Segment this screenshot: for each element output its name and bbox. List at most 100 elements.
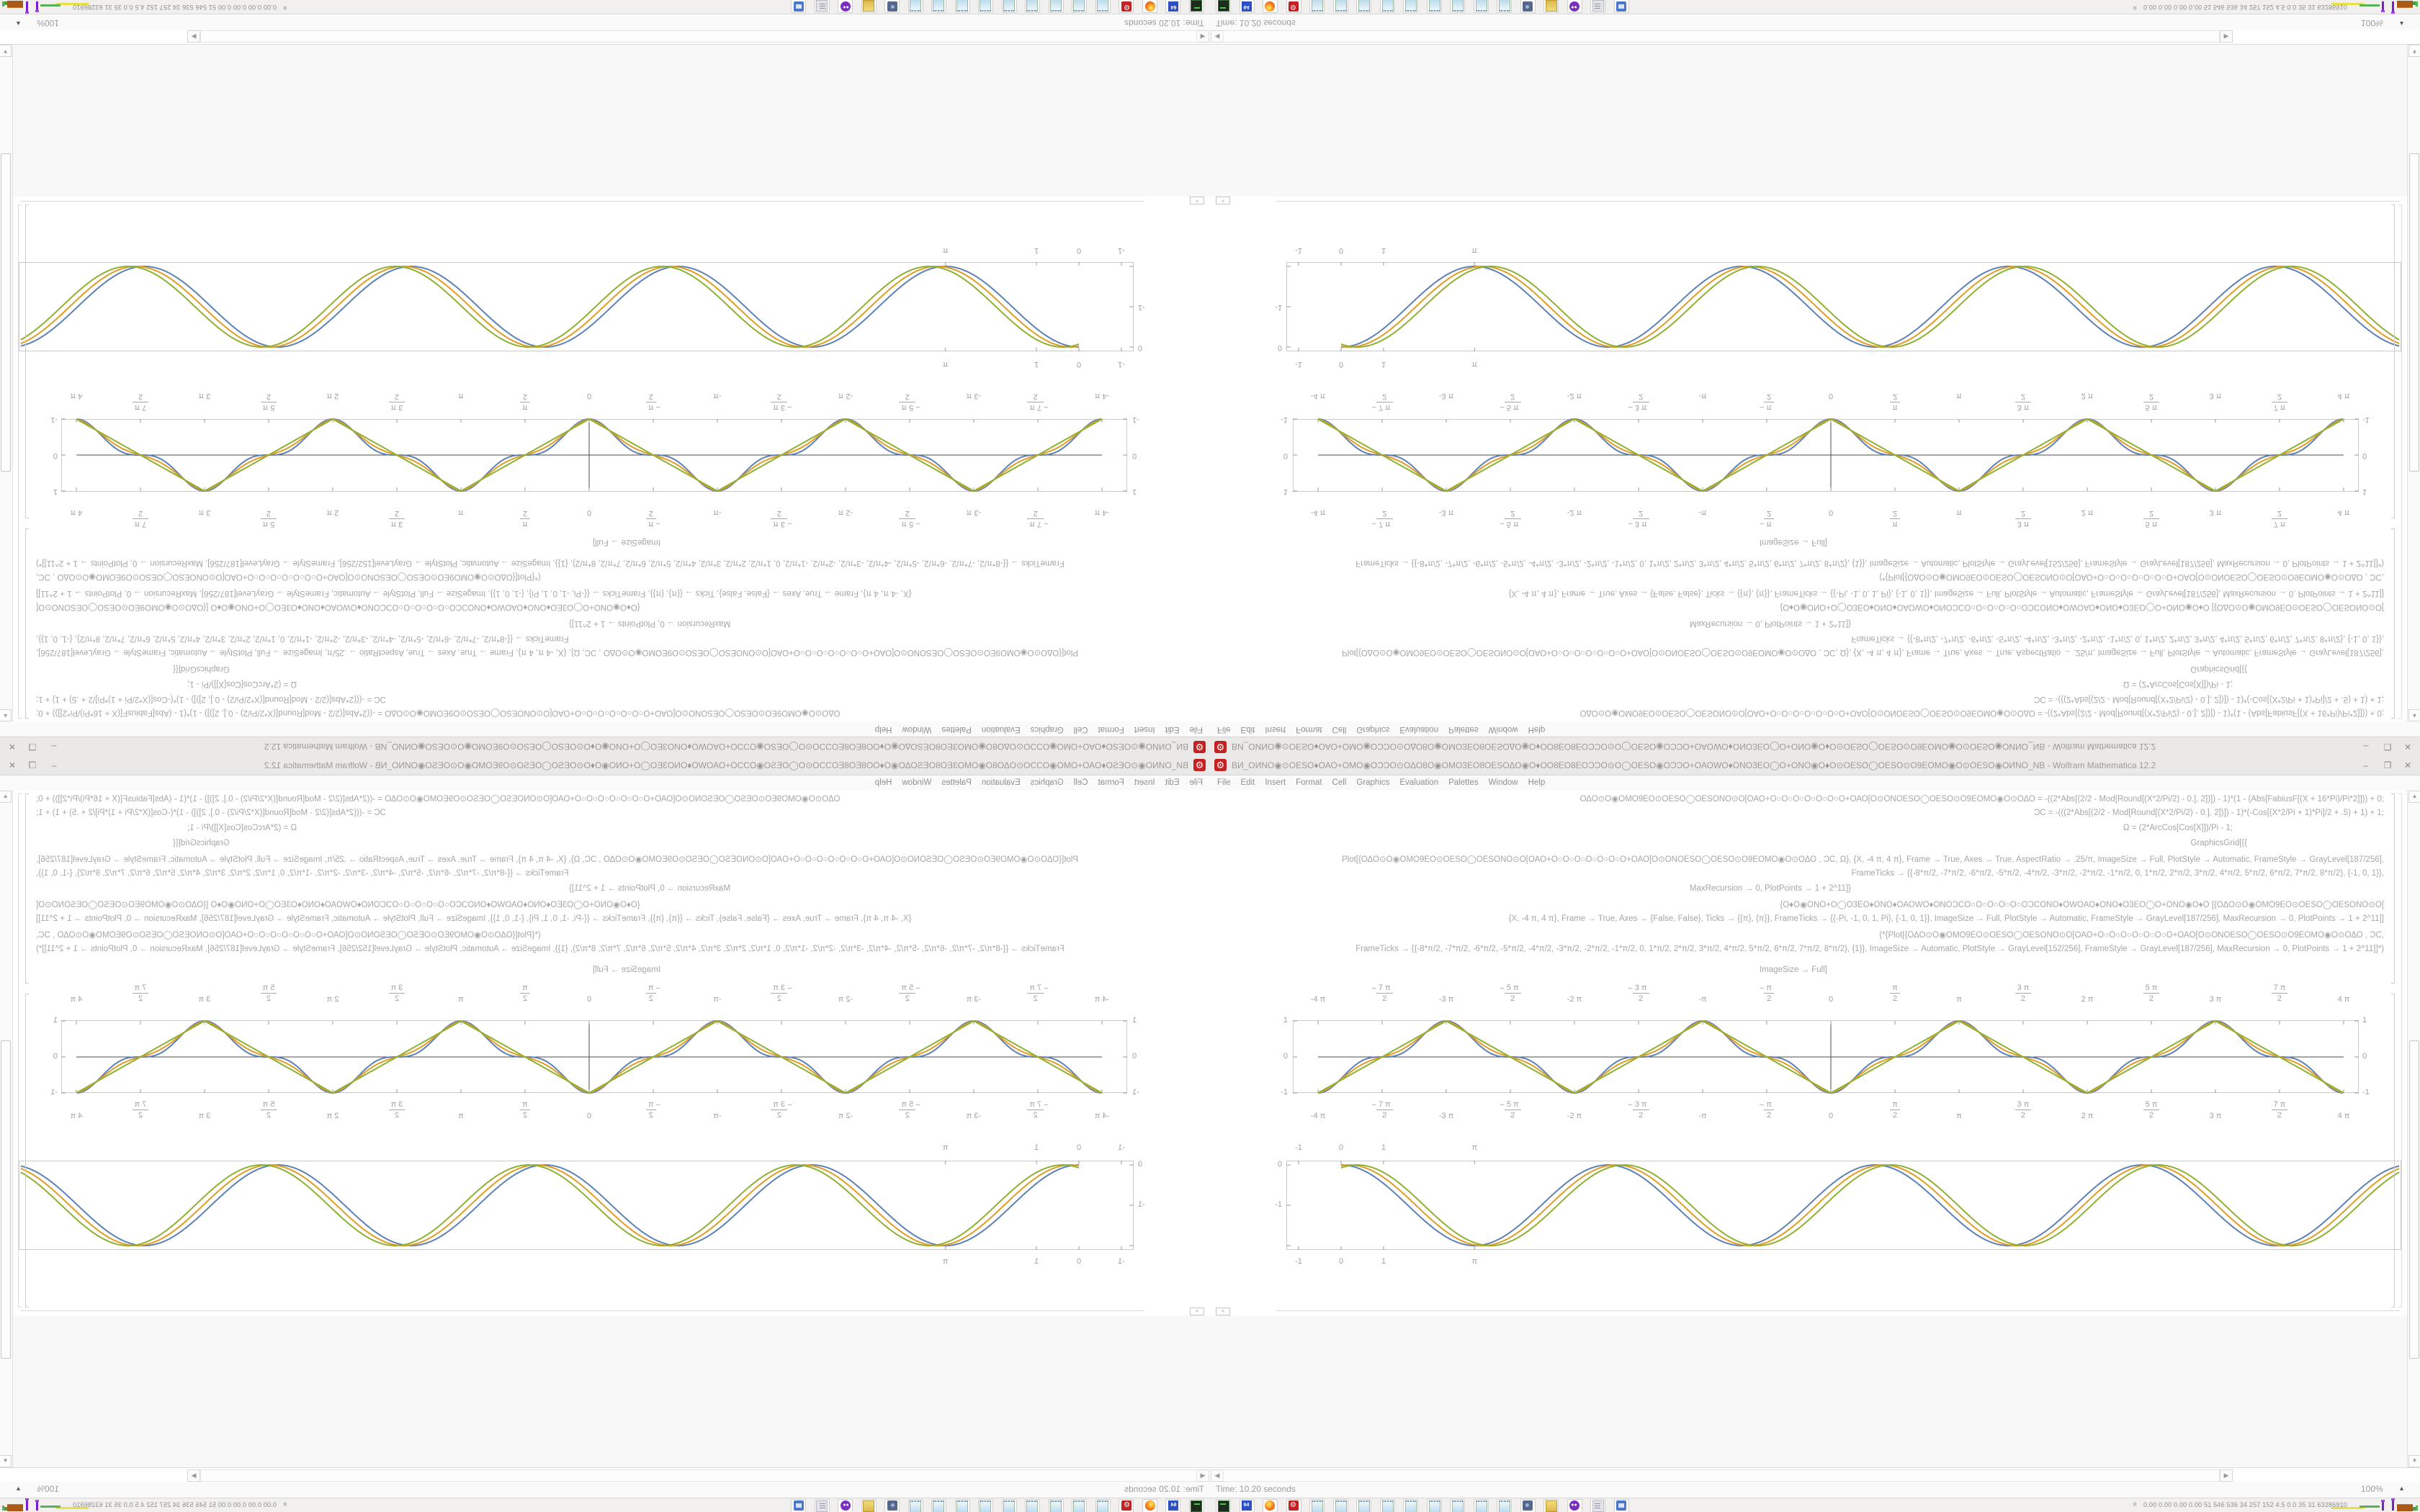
purple-mask-icon[interactable]: ●● [838,0,853,13]
menu-palettes[interactable]: Palettes [941,725,972,734]
notebook-icon[interactable] [1309,0,1325,13]
terminal-icon[interactable] [1189,1499,1204,1512]
scroll-down-arrow-icon[interactable]: ▼ [0,1455,12,1467]
menu-cell[interactable]: Cell [1332,778,1347,787]
cell-bracket-group[interactable] [18,204,22,719]
vertical-scrollbar-thumb[interactable] [2409,1040,2419,1359]
cell-insert-plus[interactable]: + [1216,197,1230,204]
notebook-icon[interactable] [908,1499,923,1512]
menu-window[interactable]: Window [902,725,932,734]
cell-bracket-output[interactable] [25,994,29,1308]
firefox-icon[interactable] [1263,1499,1278,1512]
firefox-icon[interactable] [1142,1499,1157,1512]
notebook-icon[interactable] [1426,1499,1442,1512]
scroll-left-arrow-icon[interactable]: ◀ [1196,1470,1209,1482]
notebook-icon[interactable] [955,1499,970,1512]
close-button[interactable]: ✕ [8,760,17,770]
vertical-scrollbar[interactable]: ▲ ▼ [2407,45,2420,721]
menu-cell[interactable]: Cell [1073,778,1088,787]
scroll-right-arrow-icon[interactable]: ▶ [187,1470,200,1482]
display-capture-icon[interactable] [1520,0,1536,13]
cell-bracket-code[interactable] [25,793,29,984]
notebook-icon[interactable] [1403,0,1418,13]
taskbar-overflow-chevron-icon[interactable]: « [280,5,290,11]
menu-cell[interactable]: Cell [1073,725,1088,734]
blue-window-icon[interactable] [791,1499,807,1512]
script-scroll-icon[interactable] [815,0,830,13]
terminal-icon[interactable] [1216,0,1231,13]
mathematica-gear-icon[interactable]: ⚙ [1119,0,1134,13]
vertical-scrollbar-thumb[interactable] [1,153,11,472]
notebook-icon[interactable] [1049,0,1064,13]
notebook-icon[interactable] [1072,1499,1088,1512]
restore-button[interactable]: ❐ [28,760,37,770]
menu-format[interactable]: Format [1098,725,1124,734]
cell-bracket-code[interactable] [2391,793,2395,984]
menu-help[interactable]: Help [1528,725,1546,734]
notebook-icon[interactable] [1379,0,1395,13]
folder-icon[interactable] [861,1499,877,1512]
display-capture-icon[interactable] [1520,1499,1536,1512]
display-capture-icon[interactable] [884,1499,900,1512]
scroll-left-arrow-icon[interactable]: ◀ [1211,30,1224,42]
menu-edit[interactable]: Edit [1165,725,1180,734]
notebook-icon[interactable] [1332,0,1348,13]
menu-format[interactable]: Format [1098,778,1124,787]
menu-evaluation[interactable]: Evaluation [981,778,1021,787]
cell-insert-plus[interactable]: + [1190,1308,1204,1315]
menu-graphics[interactable]: Graphics [1356,778,1390,787]
scroll-right-arrow-icon[interactable]: ▶ [2220,1470,2233,1482]
horizontal-scrollbar-track[interactable] [200,1470,1197,1482]
mathematica-gear-icon[interactable]: ⚙ [1119,1499,1134,1512]
notebook-icon[interactable] [1497,1499,1512,1512]
magnification-menu[interactable]: 100% [2361,1484,2383,1494]
notebook-icon[interactable] [931,0,947,13]
display-capture-icon[interactable] [884,0,900,13]
menu-format[interactable]: Format [1296,725,1322,734]
menu-cell[interactable]: Cell [1332,725,1347,734]
notebook-icon[interactable] [1025,0,1041,13]
notebook-icon[interactable] [1072,0,1088,13]
notebook-icon[interactable] [931,1499,947,1512]
minimize-button[interactable]: – [51,760,57,770]
floppy-64-icon[interactable]: 64 [1165,0,1181,13]
notebook-icon[interactable] [1379,1499,1395,1512]
scroll-down-arrow-icon[interactable]: ▼ [2408,45,2420,57]
menu-graphics[interactable]: Graphics [1030,778,1064,787]
scroll-up-arrow-icon[interactable]: ▲ [2408,791,2420,803]
restore-button[interactable]: ❐ [2383,760,2392,770]
magnification-arrow-icon[interactable]: ▴ [2400,19,2404,27]
menu-format[interactable]: Format [1296,778,1322,787]
scroll-down-arrow-icon[interactable]: ▼ [2408,1455,2420,1467]
scroll-up-arrow-icon[interactable]: ▲ [2408,709,2420,721]
restore-button[interactable]: ❐ [2383,742,2392,752]
menu-help[interactable]: Help [874,778,892,787]
menu-insert[interactable]: Insert [1134,725,1155,734]
mathematica-gear-icon[interactable]: ⚙ [1286,0,1301,13]
cell-bracket-group[interactable] [18,793,22,1308]
menu-graphics[interactable]: Graphics [1356,725,1390,734]
scroll-up-arrow-icon[interactable]: ▲ [0,709,12,721]
notebook-icon[interactable] [978,1499,994,1512]
notebook-icon[interactable] [1426,0,1442,13]
horizontal-scrollbar-track[interactable] [1223,1470,2220,1482]
close-button[interactable]: ✕ [8,742,17,752]
purple-mask-icon[interactable]: ●● [1567,0,1582,13]
scroll-right-arrow-icon[interactable]: ▶ [187,30,200,42]
purple-mask-icon[interactable]: ●● [1567,1499,1582,1512]
magnification-menu[interactable]: 100% [37,18,59,28]
blue-window-icon[interactable] [791,0,807,13]
firefox-icon[interactable] [1263,0,1278,13]
taskbar-overflow-chevron-icon[interactable]: « [280,1501,290,1507]
cell-bracket-output[interactable] [2391,994,2395,1308]
terminal-icon[interactable] [1189,0,1204,13]
menu-palettes[interactable]: Palettes [941,778,972,787]
notebook-icon[interactable] [1049,1499,1064,1512]
minimize-button[interactable]: – [2363,742,2369,752]
minimize-button[interactable]: – [2363,760,2369,770]
menu-palettes[interactable]: Palettes [1448,778,1479,787]
folder-icon[interactable] [861,0,877,13]
notebook-icon[interactable] [1332,1499,1348,1512]
terminal-icon[interactable] [1216,1499,1231,1512]
scroll-right-arrow-icon[interactable]: ▶ [2220,30,2233,42]
